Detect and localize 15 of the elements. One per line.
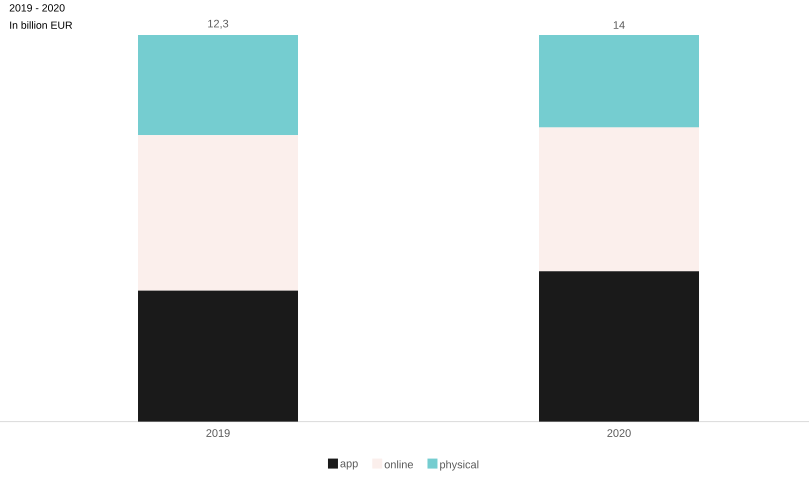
text: 14 bbox=[614, 21, 625, 29]
chart-subtitle: In billion EUR bbox=[10, 21, 72, 29]
x-tick-label: 2019 bbox=[206, 429, 230, 437]
bar bbox=[539, 127, 700, 272]
legend-label: online bbox=[384, 460, 413, 468]
legend-label: app bbox=[340, 461, 358, 470]
bar bbox=[138, 34, 298, 136]
text: 12,3 bbox=[208, 20, 228, 29]
bar bbox=[539, 271, 700, 422]
bar bbox=[138, 290, 298, 422]
bar bbox=[539, 34, 700, 128]
legend-label: physical bbox=[440, 460, 478, 471]
bar bbox=[138, 135, 298, 291]
chart-title: 2019 - 2020 bbox=[10, 4, 65, 12]
x-tick-label: 2020 bbox=[607, 429, 631, 437]
